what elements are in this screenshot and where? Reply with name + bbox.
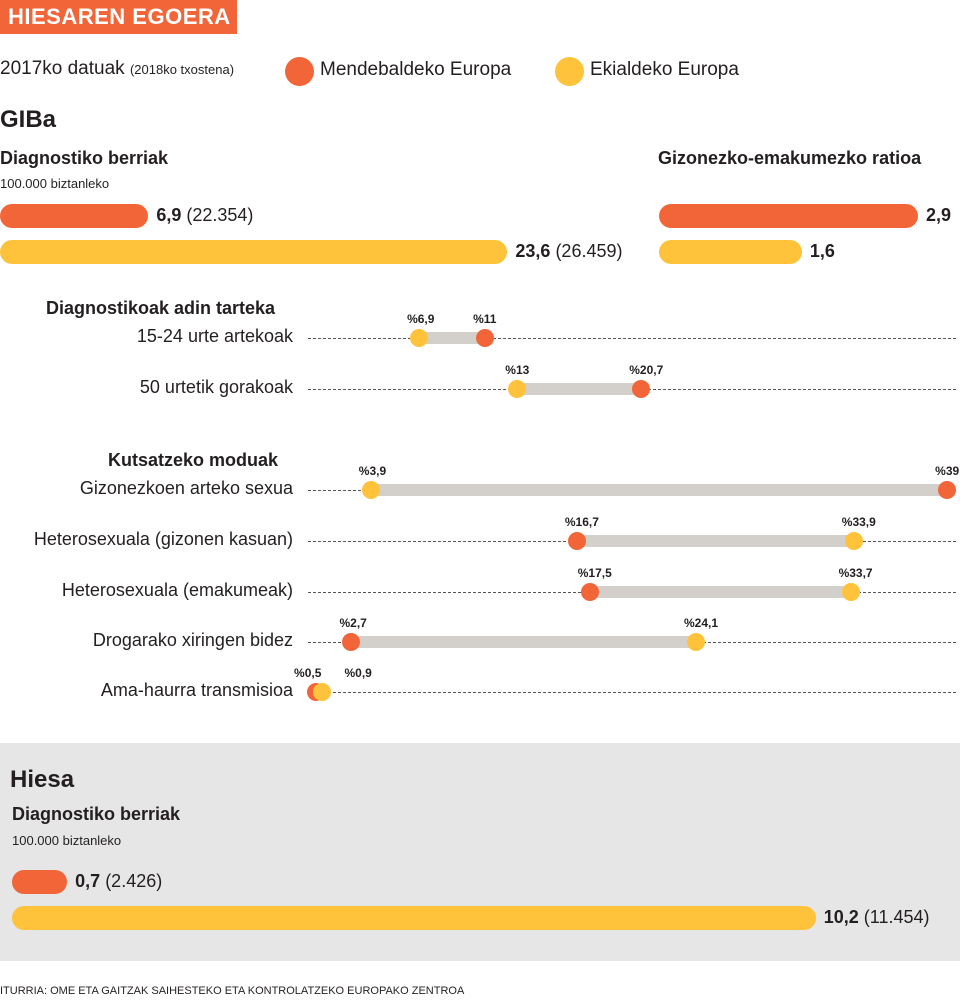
modes-title: Kutsatzeko moduak: [108, 450, 279, 470]
east-value-label: %3,9: [358, 464, 387, 478]
bar-0: [0, 204, 149, 228]
dashed-guide: [308, 338, 956, 339]
west-value-label: %11: [473, 312, 497, 326]
bar-1: [659, 240, 802, 264]
bar-value: 6,9: [156, 205, 182, 225]
range-bar: [351, 636, 696, 648]
bar-0: [659, 204, 918, 228]
subtitle-note: (2018ko txostena): [129, 62, 235, 77]
bar-count: (2.426): [100, 871, 163, 891]
west-dot: [580, 583, 599, 601]
west-value-label: %17,5: [577, 566, 612, 580]
bar-value-label: 2,9: [926, 205, 951, 226]
bar-count: (11.454): [858, 907, 930, 927]
west-value-label: %39,7: [935, 464, 960, 478]
bar-value-label: 0,7 (2.426): [75, 871, 162, 892]
hiesa-diag-subtitle: 100.000 biztanleko: [12, 833, 122, 848]
row-label: Drogarako xiringen bidez: [92, 630, 293, 650]
row-label: Gizonezkoen arteko sexua: [79, 478, 293, 498]
east-dot: [687, 633, 705, 651]
bar-value: 23,6: [515, 241, 551, 261]
west-value-label: %16,7: [564, 515, 599, 529]
east-value-label: %0,9: [344, 666, 372, 680]
legend-west-label: Mendebaldeko Europa: [320, 59, 512, 80]
east-value-label: %33,7: [838, 566, 873, 580]
east-dot: [313, 683, 332, 701]
legend-west-swatch: [285, 57, 314, 86]
hiesa-diag-title: Diagnostiko berriak: [12, 804, 181, 824]
section-giba: GIBa: [0, 106, 57, 133]
row-label: 50 urtetik gorakoak: [139, 377, 293, 397]
range-bar: [370, 484, 948, 496]
east-dot: [844, 532, 863, 550]
bar-1: [0, 240, 508, 264]
east-dot: [841, 583, 860, 601]
bar-0: [12, 870, 68, 894]
row-label: Heterosexuala (emakumeak): [61, 580, 293, 600]
row-label: 15-24 urte artekoak: [136, 326, 293, 346]
bar-value: 10,2: [823, 907, 859, 927]
bar-value: 1,6: [809, 241, 835, 261]
range-bar: [576, 535, 854, 547]
range-bar: [419, 332, 486, 344]
east-value-label: %33,9: [841, 515, 876, 529]
east-dot: [508, 380, 527, 398]
bar-value: 2,9: [925, 205, 951, 225]
section-hiesa: Hiesa: [10, 766, 75, 793]
east-dot: [410, 329, 429, 347]
legend-east-label: Ekialdeko Europa: [590, 59, 739, 80]
bar-count: (26.459): [550, 241, 623, 261]
row-label: Ama-haurra transmisioa: [100, 680, 293, 700]
bar-value: 0,7: [75, 871, 101, 891]
row-label: Heterosexuala (gizonen kasuan): [33, 529, 293, 549]
ratio-title: Gizonezko-emakumezko ratioa: [658, 148, 922, 168]
west-value-label: %20,7: [629, 363, 664, 377]
giba-diag-title: Diagnostiko berriak: [0, 148, 169, 168]
east-value-label: %13: [505, 363, 530, 377]
giba-diag-subtitle: 100.000 biztanleko: [0, 176, 110, 191]
subtitle-text: 2017ko datuak: [0, 58, 125, 79]
east-value-label: %6,9: [407, 312, 435, 326]
west-value-label: %2,7: [339, 616, 367, 630]
bar-count: (22.354): [181, 205, 254, 225]
bar-value-label: 23,6 (26.459): [515, 241, 622, 262]
bar-value-label: 6,9 (22.354): [156, 205, 253, 226]
bar-value-label: 1,6: [810, 241, 835, 262]
banner-title: HIESAREN EGOERA: [0, 0, 237, 34]
west-dot: [476, 329, 495, 347]
range-bar: [589, 586, 851, 598]
west-dot: [567, 532, 586, 550]
west-dot: [632, 380, 651, 398]
west-dot: [342, 633, 361, 651]
east-value-label: %24,1: [684, 616, 719, 630]
east-dot: [361, 481, 380, 499]
range-bar: [517, 383, 642, 395]
west-value-label: %0,5: [294, 666, 322, 680]
age-title: Diagnostikoak adin tarteka: [46, 298, 276, 318]
bar-value-label: 10,2 (11.454): [824, 907, 930, 928]
west-dot: [938, 481, 957, 499]
subtitle: 2017ko datuak (2018ko txostena): [0, 58, 234, 80]
dashed-guide: [308, 692, 956, 693]
bar-1: [12, 906, 816, 930]
source-note: ITURRIA: OME ETA GAITZAK SAIHESTEKO ETA …: [0, 985, 465, 997]
legend-east-swatch: [555, 57, 584, 86]
